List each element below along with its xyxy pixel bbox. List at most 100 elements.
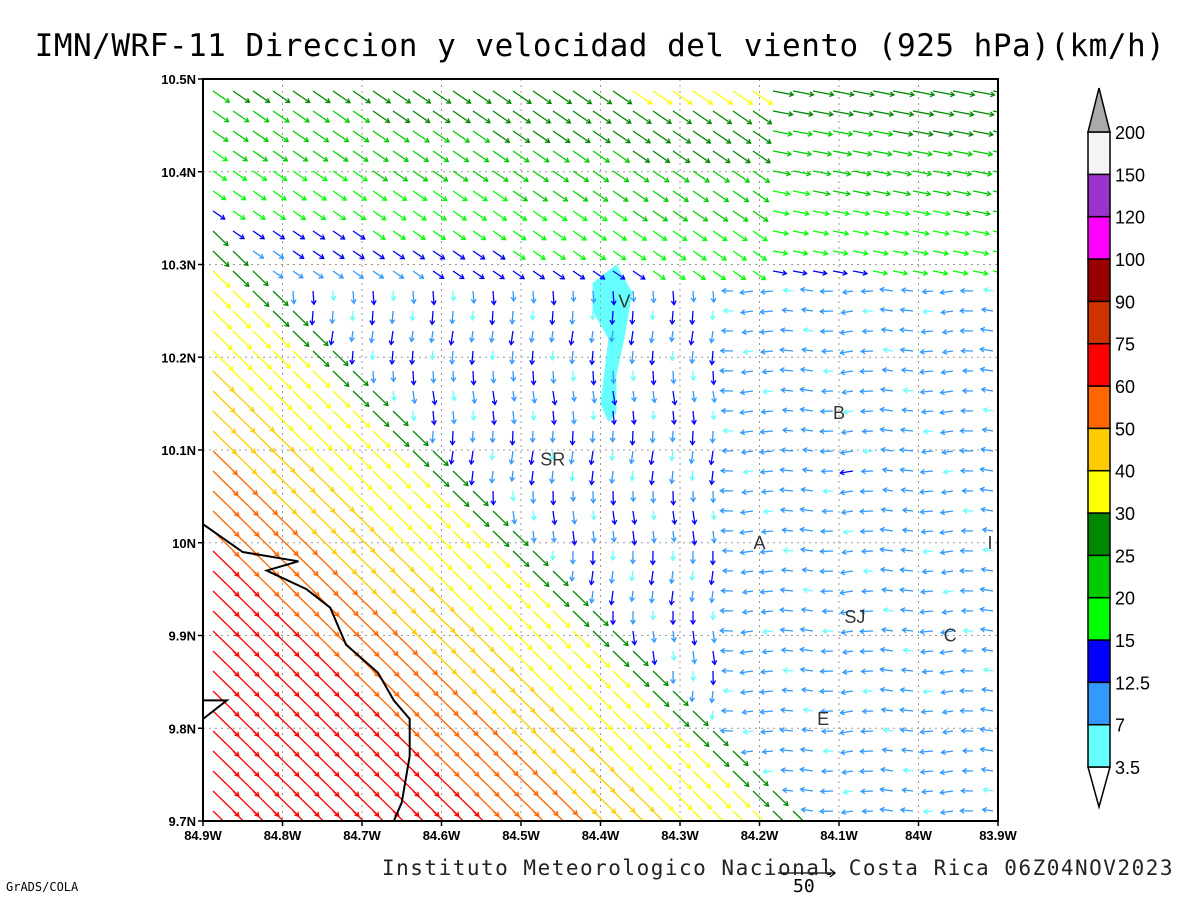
wind-vector: [852, 130, 874, 137]
x-tick-label: 84.3W: [661, 828, 699, 843]
wind-vector: [819, 688, 834, 695]
wind-vector: [212, 410, 237, 434]
wind-vector: [799, 626, 814, 633]
wind-vector: [352, 150, 369, 162]
wind-vector: [840, 429, 854, 436]
wind-vector: [792, 170, 812, 177]
wind-vector: [632, 150, 651, 163]
wind-vector: [472, 670, 497, 694]
wind-vector: [272, 810, 285, 821]
wind-vector: [212, 230, 229, 247]
wind-vector: [721, 287, 734, 294]
wind-vector: [452, 650, 477, 674]
wind-vector: [590, 530, 597, 544]
wind-vector: [292, 370, 312, 389]
wind-vector: [632, 250, 647, 261]
wind-vector: [879, 566, 894, 573]
wind-vector: [959, 427, 974, 434]
wind-vector: [612, 630, 629, 647]
wind-vector: [972, 270, 989, 277]
wind-vector: [672, 130, 692, 144]
wind-vector: [732, 110, 753, 125]
wind-vector: [492, 130, 511, 143]
wind-vector: [710, 610, 716, 621]
wind-vector: [692, 190, 710, 203]
wind-vector: [469, 310, 476, 322]
wind-vector: [452, 250, 466, 260]
wind-vector: [352, 250, 365, 260]
wind-vector: [411, 390, 418, 405]
wind-vector: [992, 150, 998, 153]
wind-vector: [720, 587, 734, 594]
wind-vector: [452, 470, 469, 487]
wind-vector: [432, 810, 445, 821]
wind-vector: [861, 308, 874, 315]
wind-vector: [312, 130, 330, 143]
wind-vector: [691, 530, 698, 546]
wind-vector: [799, 646, 814, 653]
wind-vector: [959, 667, 974, 674]
wind-vector: [212, 150, 228, 162]
wind-vector: [720, 407, 734, 414]
wind-vector: [650, 610, 656, 621]
wind-vector: [772, 130, 793, 137]
y-tick-label: 10.1N: [161, 443, 196, 458]
wind-vector: [372, 210, 387, 221]
wind-vector: [588, 330, 595, 344]
wind-vector: [628, 450, 635, 465]
y-tick-label: 9.7N: [169, 814, 196, 829]
wind-vector: [470, 290, 477, 305]
wind-vector: [781, 527, 794, 534]
wind-vector: [509, 350, 516, 365]
wind-vector: [650, 510, 657, 521]
colorbar-label: 60: [1115, 377, 1135, 397]
wind-vector: [552, 650, 573, 670]
wind-vector: [412, 170, 429, 182]
wind-vector: [939, 549, 954, 556]
wind-vector: [860, 548, 874, 555]
wind-vector: [532, 90, 553, 105]
wind-vector: [472, 530, 491, 548]
y-tick-label: 10.4N: [161, 165, 196, 180]
wind-vector: [232, 370, 254, 392]
wind-vector: [981, 806, 994, 813]
wind-vector: [212, 390, 236, 413]
wind-vector: [432, 90, 452, 104]
wind-vector: [650, 370, 657, 386]
wind-vector: [672, 690, 689, 707]
wind-vector: [710, 370, 717, 386]
wind-vector: [390, 370, 397, 383]
wind-vector: [588, 450, 595, 466]
wind-vector: [689, 570, 696, 582]
wind-vector: [212, 170, 228, 181]
wind-vector: [352, 530, 376, 553]
wind-vector: [672, 250, 687, 261]
wind-vector: [712, 770, 731, 788]
shaded-region: [592, 264, 633, 423]
wind-vector: [252, 390, 274, 412]
wind-vector: [741, 489, 754, 495]
wind-vector: [452, 550, 473, 570]
wind-vector: [859, 508, 874, 515]
wind-vector: [610, 290, 617, 306]
wind-vector: [881, 487, 894, 494]
wind-vector: [432, 130, 450, 143]
wind-vector: [772, 790, 789, 807]
wind-vector: [312, 430, 333, 451]
wind-vector: [528, 470, 535, 486]
wind-vector: [740, 449, 754, 456]
wind-vector: [432, 270, 445, 279]
wind-vector: [759, 568, 774, 575]
wind-vector: [472, 110, 491, 124]
wind-vector: [670, 410, 677, 426]
wind-vector: [590, 290, 597, 304]
wind-vector: [920, 528, 934, 535]
wind-vector: [761, 748, 774, 755]
wind-vector: [860, 668, 874, 675]
wind-vector: [781, 307, 794, 314]
wind-vector: [820, 768, 834, 775]
wind-vector: [292, 230, 306, 240]
wind-vector: [252, 90, 271, 104]
wind-vector: [919, 648, 934, 655]
wind-vector: [392, 470, 412, 489]
